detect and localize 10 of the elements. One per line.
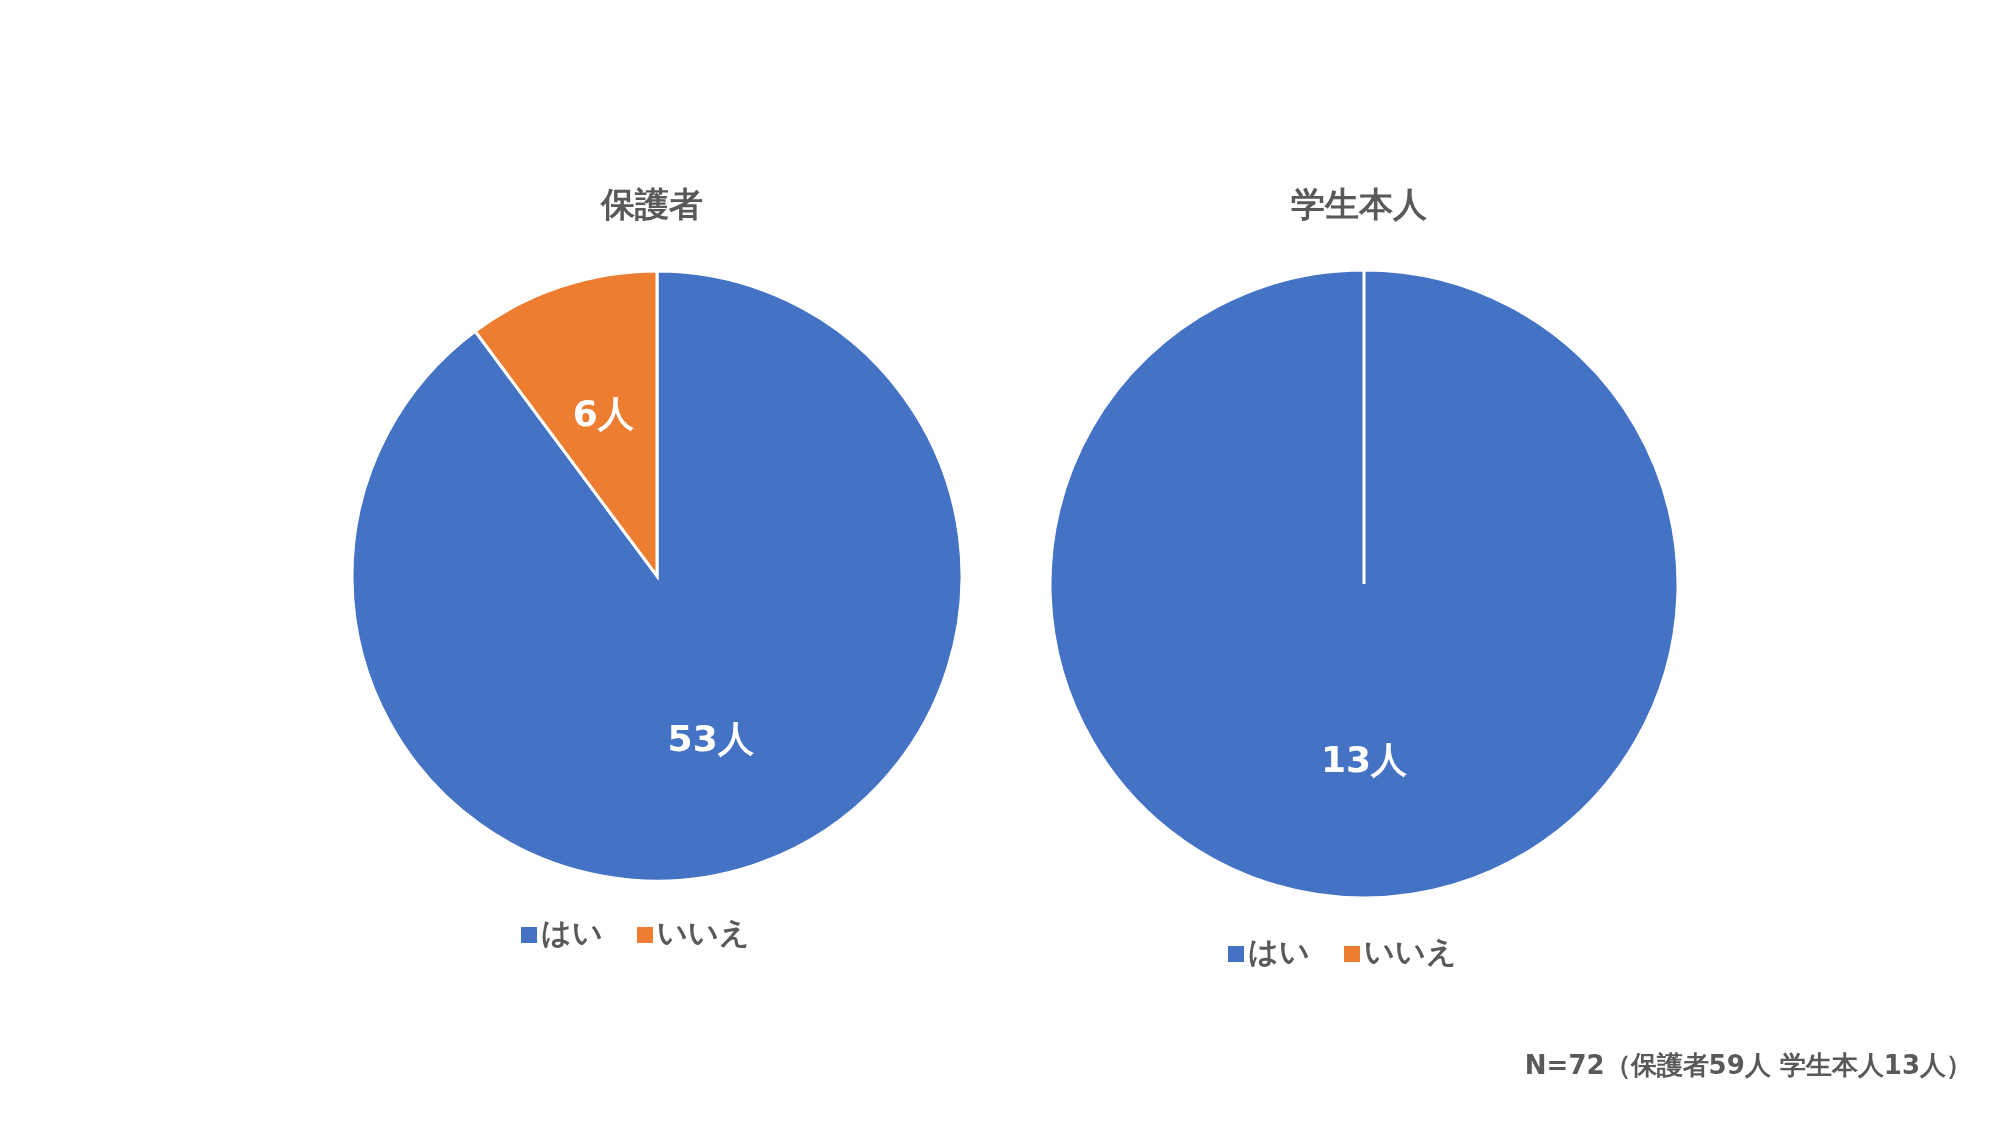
chart-title: 保護者 <box>599 183 704 226</box>
chart-title: 学生本人 <box>1290 183 1428 226</box>
data-label: 13人 <box>1320 739 1408 781</box>
data-label: 53人 <box>667 717 754 759</box>
text: N=72（保護者59人 学生本人13人） <box>1524 1049 1972 1082</box>
data-label: 6人 <box>572 393 634 435</box>
legend-label: はい <box>1247 934 1310 969</box>
legend-label: はい <box>540 915 603 950</box>
legend-label: いいえ <box>656 915 750 950</box>
legend-label: いいえ <box>1363 934 1457 969</box>
